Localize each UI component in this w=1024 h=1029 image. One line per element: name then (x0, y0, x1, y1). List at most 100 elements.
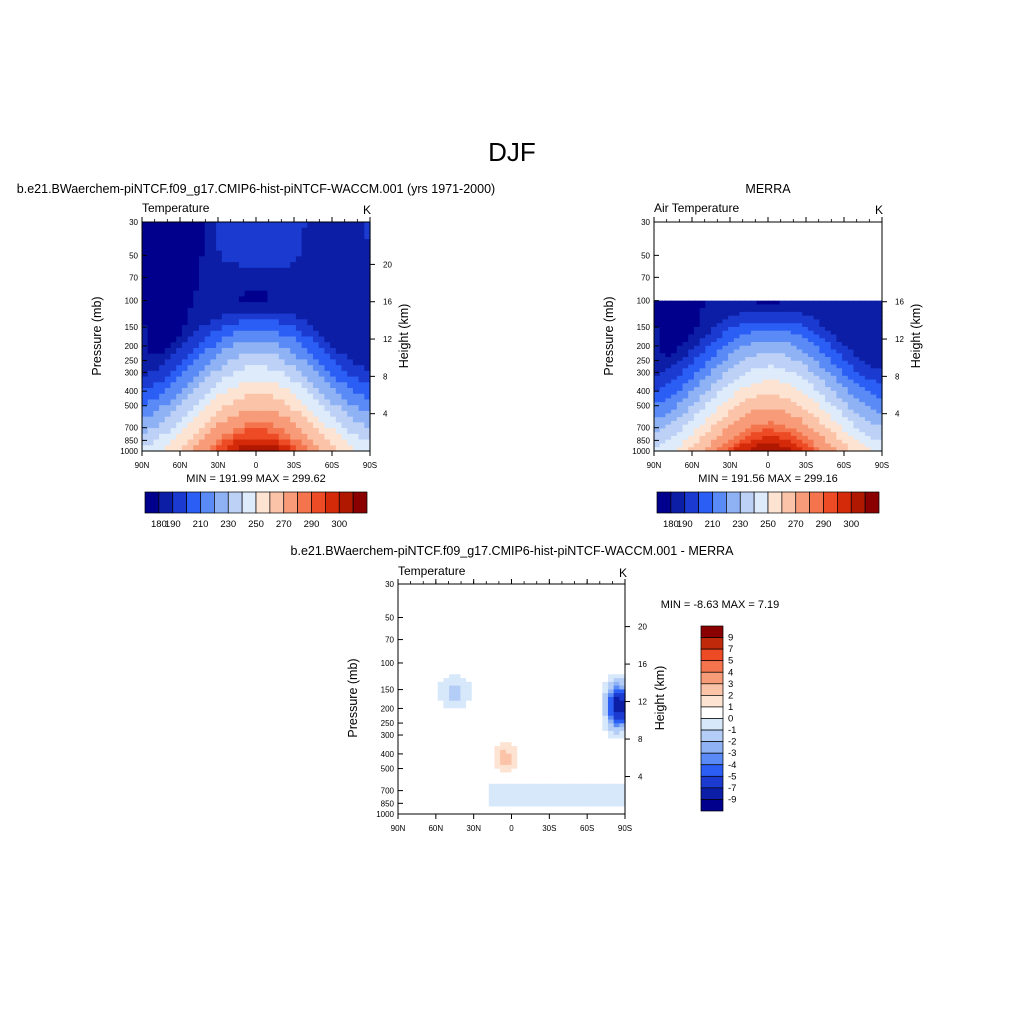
field-cell (831, 395, 837, 399)
field-cell (455, 686, 461, 690)
field-cell (472, 727, 478, 731)
field-cell (500, 746, 506, 750)
field-cell (426, 754, 432, 758)
field-cell (808, 395, 814, 399)
field-cell (865, 357, 871, 361)
field-cell (347, 371, 353, 377)
field-cell (768, 312, 774, 316)
field-cell (671, 301, 677, 305)
field-cell (688, 410, 694, 414)
field-cell (336, 222, 342, 228)
field-cell (199, 434, 205, 440)
field-cell (734, 398, 740, 402)
field-cell (688, 308, 694, 312)
field-cell (734, 376, 740, 380)
field-cell (534, 799, 540, 803)
field-cell (460, 678, 466, 682)
field-cell (165, 382, 171, 388)
field-cell (546, 803, 552, 807)
field-cell (802, 421, 808, 425)
field-cell (398, 674, 404, 678)
field-cell (148, 251, 154, 257)
field-cell (660, 346, 666, 350)
field-cell (319, 325, 325, 331)
field-cell (449, 757, 455, 761)
field-cell (472, 716, 478, 720)
field-cell (432, 795, 438, 799)
field-cell (768, 353, 774, 357)
field-cell (506, 769, 512, 773)
field-cell (797, 353, 803, 357)
field-cell (239, 377, 245, 383)
field-cell (842, 417, 848, 421)
field-cell (791, 365, 797, 369)
field-cell (574, 754, 580, 758)
field-cell (421, 735, 427, 739)
field-cell (512, 712, 518, 716)
field-cell (313, 354, 319, 360)
field-cell (865, 436, 871, 440)
field-cell (791, 372, 797, 376)
field-cell (239, 308, 245, 314)
field-cell (654, 417, 660, 421)
field-cell (307, 388, 313, 394)
field-cell (455, 799, 461, 803)
field-cell (489, 705, 495, 709)
field-cell (188, 228, 194, 234)
field-cell (854, 436, 860, 440)
field-cell (854, 365, 860, 369)
field-cell (449, 735, 455, 739)
field-cell (239, 359, 245, 365)
x-tick-label: 30S (287, 461, 301, 470)
field-cell (791, 425, 797, 429)
field-cell (472, 723, 478, 727)
field-cell (267, 382, 273, 388)
field-cell (279, 382, 285, 388)
field-cell (551, 682, 557, 686)
field-cell (466, 720, 472, 724)
field-cell (404, 769, 410, 773)
field-cell (142, 382, 148, 388)
field-cell (825, 338, 831, 342)
field-cell (568, 674, 574, 678)
field-cell (455, 803, 461, 807)
field-cell (460, 742, 466, 746)
field-cell (591, 708, 597, 712)
panel-obs-ylabel: Pressure (mb) (602, 296, 616, 375)
field-cell (359, 296, 365, 302)
field-cell (871, 368, 877, 372)
field-cell (819, 353, 825, 357)
field-cell (791, 432, 797, 436)
field-cell (256, 394, 262, 400)
field-cell (245, 411, 251, 417)
field-cell (814, 353, 820, 357)
field-cell (791, 331, 797, 335)
field-cell (740, 383, 746, 387)
field-cell (517, 708, 523, 712)
field-cell (814, 357, 820, 361)
field-cell (534, 769, 540, 773)
field-cell (398, 769, 404, 773)
field-cell (671, 361, 677, 365)
field-cell (330, 394, 336, 400)
field-cell (785, 372, 791, 376)
field-cell (831, 391, 837, 395)
field-cell (398, 772, 404, 776)
field-cell (359, 325, 365, 331)
field-cell (279, 251, 285, 257)
field-cell (267, 291, 273, 297)
field-cell (233, 428, 239, 434)
field-cell (193, 394, 199, 400)
field-cell (483, 772, 489, 776)
x-tick-label: 90N (135, 461, 150, 470)
field-cell (512, 701, 518, 705)
field-cell (751, 368, 757, 372)
field-cell (500, 803, 506, 807)
field-cell (216, 239, 222, 245)
field-cell (176, 296, 182, 302)
field-cell (460, 765, 466, 769)
field-cell (705, 436, 711, 440)
field-cell (228, 291, 234, 297)
field-cell (797, 350, 803, 354)
field-cell (256, 296, 262, 302)
